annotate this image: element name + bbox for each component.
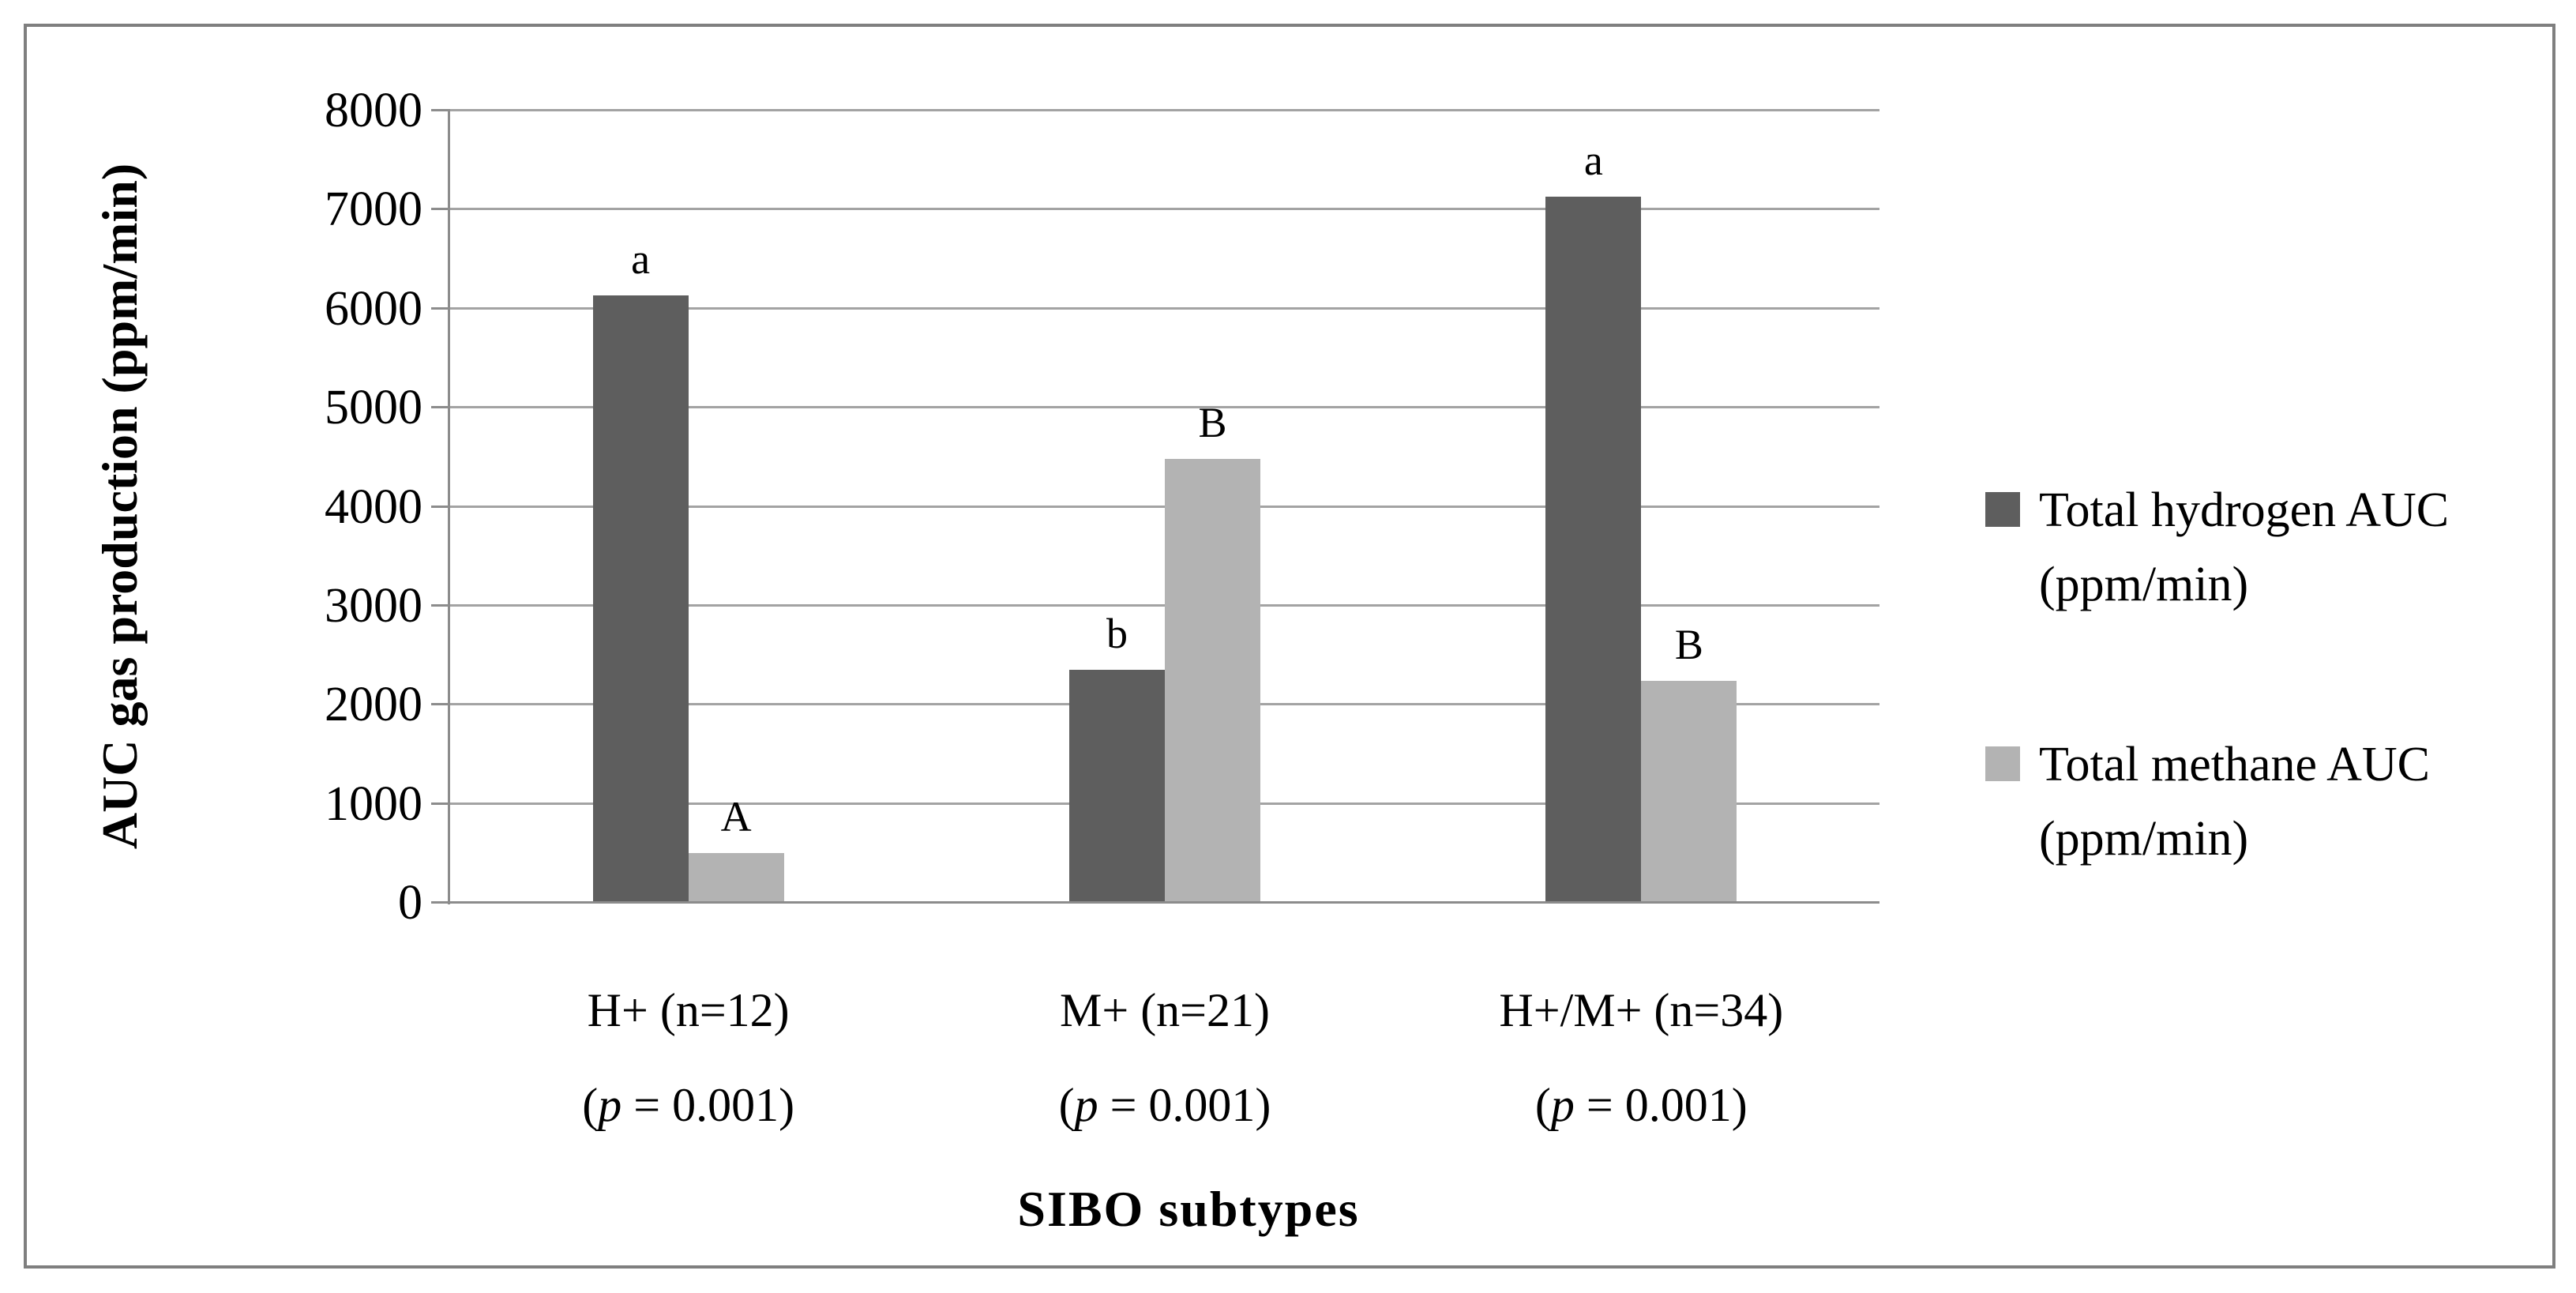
y-tick-label: 6000 xyxy=(325,281,422,336)
y-axis-line xyxy=(448,111,450,904)
y-tick-label: 7000 xyxy=(325,182,422,237)
bar-label-hydrogen-1: a xyxy=(631,235,651,284)
legend-label-methane-line2: (ppm/min) xyxy=(2039,812,2249,866)
y-tick-label: 2000 xyxy=(325,678,422,732)
p-symbol: p xyxy=(1074,1079,1098,1131)
y-tick-mark xyxy=(431,802,450,805)
legend-label-hydrogen-line1: Total hydrogen AUC xyxy=(2039,483,2450,537)
category-p-value-2: (p = 0.001) xyxy=(928,1079,1402,1131)
y-tick-label: 8000 xyxy=(325,84,422,137)
bar-hydrogen-1 xyxy=(592,295,689,903)
bar-label-hydrogen-2: b xyxy=(1106,610,1128,658)
bar-label-methane-3: B xyxy=(1674,621,1703,669)
x-axis-line xyxy=(431,901,1879,904)
y-tick-mark xyxy=(431,703,450,706)
p-value-open: ( xyxy=(1534,1079,1551,1131)
bar-methane-1 xyxy=(688,852,784,903)
gridline xyxy=(450,406,1879,409)
legend-swatch-methane xyxy=(1985,746,2020,781)
category-label-1: H+ (n=12) xyxy=(587,984,790,1036)
bar-label-hydrogen-3: a xyxy=(1583,137,1603,185)
p-value-rest: = 0.001) xyxy=(1574,1079,1748,1131)
y-tick-label: 5000 xyxy=(325,381,422,435)
bar-hydrogen-3 xyxy=(1545,197,1642,903)
y-tick-mark xyxy=(431,208,450,211)
bar-methane-2 xyxy=(1165,459,1260,903)
y-tick-mark xyxy=(431,109,450,111)
chart-border xyxy=(24,24,2555,1269)
p-symbol: p xyxy=(1550,1079,1575,1131)
category-p-value-3: (p = 0.001) xyxy=(1404,1079,1878,1131)
y-tick-mark xyxy=(431,505,450,508)
bar-methane-3 xyxy=(1641,681,1737,903)
gridline xyxy=(450,306,1879,310)
x-axis-title: SIBO subtypes xyxy=(1017,1181,1360,1237)
y-tick-mark xyxy=(431,603,450,607)
y-tick-label: 0 xyxy=(398,876,422,930)
legend-label-methane-line1: Total methane AUC xyxy=(2039,738,2431,791)
y-tick-label: 4000 xyxy=(325,479,422,534)
p-value-open: ( xyxy=(1058,1079,1075,1131)
legend-swatch-hydrogen xyxy=(1985,492,2020,527)
category-label-3: H+/M+ (n=34) xyxy=(1499,984,1784,1036)
y-tick-label: 3000 xyxy=(325,578,422,633)
p-symbol: p xyxy=(598,1079,622,1131)
category-p-value-1: (p = 0.001) xyxy=(452,1079,926,1131)
gridline xyxy=(450,208,1879,211)
p-value-rest: = 0.001) xyxy=(621,1079,795,1131)
y-tick-label: 1000 xyxy=(325,776,422,831)
gridline xyxy=(450,109,1879,111)
y-tick-mark xyxy=(431,406,450,409)
bar-hydrogen-2 xyxy=(1069,670,1165,903)
bar-label-methane-1: A xyxy=(720,792,752,840)
p-value-rest: = 0.001) xyxy=(1098,1079,1271,1131)
legend-label-hydrogen-line2: (ppm/min) xyxy=(2039,558,2249,611)
bar-label-methane-2: B xyxy=(1198,399,1227,447)
y-axis-title: AUC gas production (ppm/min) xyxy=(92,163,148,850)
category-label-2: M+ (n=21) xyxy=(1060,984,1270,1036)
p-value-open: ( xyxy=(582,1079,599,1131)
y-tick-mark xyxy=(431,306,450,310)
